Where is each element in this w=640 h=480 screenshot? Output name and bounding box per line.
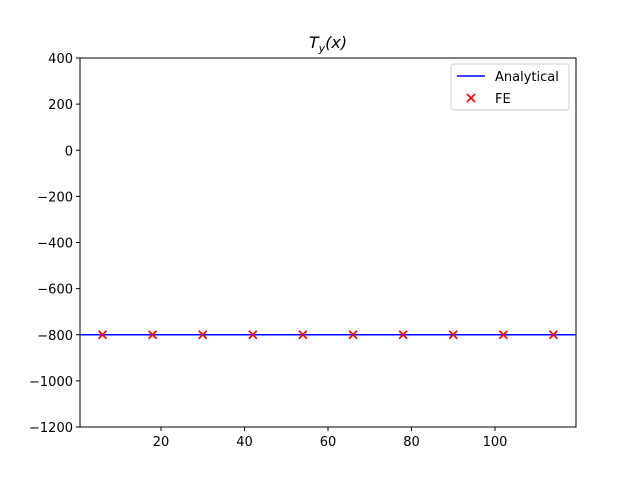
title-rest: (x): [325, 33, 347, 52]
y-tick-label: −600: [37, 283, 73, 298]
x-tick-label: 40: [236, 435, 253, 450]
y-tick-label: 400: [48, 52, 73, 67]
title-subscript: y: [318, 42, 326, 55]
fe-marker: [548, 330, 559, 340]
legend-label: FE: [495, 92, 511, 107]
fe-marker: [97, 330, 108, 340]
y-tick-label: −800: [37, 329, 73, 344]
x-tick-label: 60: [320, 435, 337, 450]
legend-label: Analytical: [495, 70, 559, 85]
fe-marker: [298, 330, 308, 340]
fe-marker: [498, 330, 508, 340]
fe-marker: [198, 330, 208, 340]
y-tick-label: −400: [37, 237, 73, 252]
fe-marker: [348, 330, 358, 340]
fe-marker: [448, 330, 458, 340]
title-main: T: [309, 33, 320, 52]
y-tick-label: −200: [37, 190, 73, 205]
fe-marker: [248, 330, 258, 340]
fe-marker: [148, 330, 158, 340]
y-tick-label: −1000: [29, 375, 73, 390]
y-tick-label: 200: [48, 98, 73, 113]
legend-marker: [466, 93, 476, 103]
y-tick-label: 0: [65, 144, 73, 159]
x-tick-label: 20: [153, 435, 170, 450]
x-tick-label: 100: [483, 435, 508, 450]
axes-frame: [79, 57, 577, 428]
y-tick-label: −1200: [29, 421, 73, 436]
chart-title: Ty(x): [309, 33, 347, 55]
x-tick-label: 80: [403, 435, 420, 450]
fe-marker: [398, 330, 408, 340]
plot-area: [80, 330, 576, 340]
